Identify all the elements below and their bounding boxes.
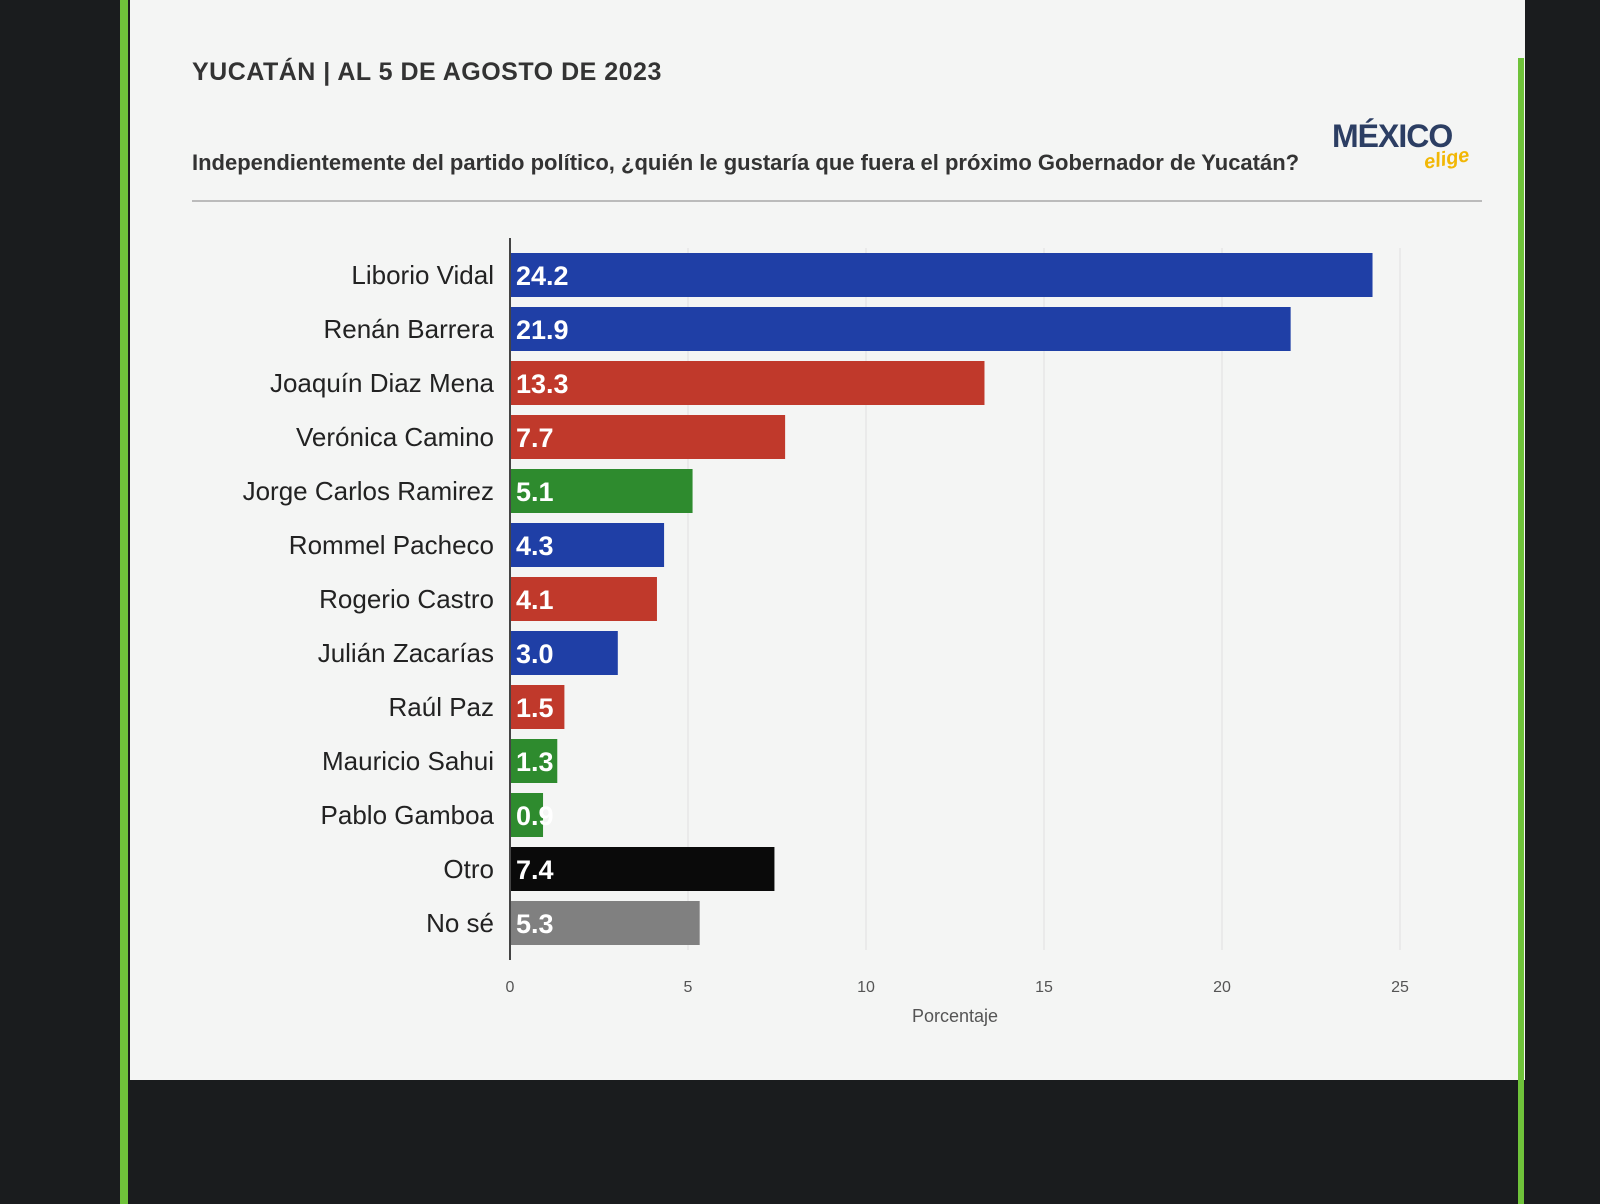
screen — [130, 0, 1525, 1080]
bar-value-label: 13.3 — [516, 369, 569, 399]
bar — [511, 253, 1373, 297]
bar — [511, 577, 657, 621]
category-label: Raúl Paz — [389, 692, 495, 722]
logo-text: MÉXICO — [1332, 118, 1453, 154]
x-tick-label: 5 — [684, 979, 693, 996]
category-label: Joaquín Diaz Mena — [270, 368, 495, 398]
bar-value-label: 5.3 — [516, 909, 554, 939]
category-label: Rogerio Castro — [319, 584, 494, 614]
bar-value-label: 4.3 — [516, 531, 554, 561]
bar — [511, 307, 1291, 351]
screen-edge-right — [1518, 58, 1524, 1204]
bar-value-label: 1.5 — [516, 693, 554, 723]
brand-logo: MÉXICO elige — [1332, 118, 1482, 188]
category-label: Renán Barrera — [323, 314, 494, 344]
category-label: Pablo Gamboa — [321, 800, 495, 830]
category-label: Liborio Vidal — [351, 260, 494, 290]
bar — [511, 361, 985, 405]
category-label: Otro — [443, 854, 494, 884]
bar-value-label: 7.4 — [516, 855, 554, 885]
bar-value-label: 4.1 — [516, 585, 554, 615]
bar — [511, 415, 786, 459]
bar-value-label: 3.0 — [516, 639, 554, 669]
bar-value-label: 7.7 — [516, 423, 554, 453]
bar — [511, 469, 693, 513]
survey-question: Independientemente del partido político,… — [192, 150, 1300, 175]
category-label: Rommel Pacheco — [289, 530, 494, 560]
bar — [511, 847, 775, 891]
title-divider — [192, 200, 1482, 202]
category-label: Jorge Carlos Ramirez — [243, 476, 494, 506]
category-label: No sé — [426, 908, 494, 938]
bar — [511, 685, 565, 729]
x-tick-label: 10 — [857, 979, 875, 996]
x-tick-label: 15 — [1035, 979, 1053, 996]
bar — [511, 523, 665, 567]
bar — [511, 901, 700, 945]
screen-edge-left — [120, 0, 128, 1204]
bar-chart: 0 5 10 15 20 25 Liborio Vidal 24.2 Renán Barrera… — [243, 238, 1409, 1026]
bar-value-label: 0.9 — [516, 801, 554, 831]
date-line: YUCATÁN | AL 5 DE AGOSTO DE 2023 — [192, 58, 662, 86]
bar — [511, 739, 558, 783]
category-label: Verónica Camino — [296, 422, 494, 452]
category-label: Julián Zacarías — [318, 638, 494, 668]
x-tick-label: 20 — [1213, 979, 1231, 996]
bar-value-label: 5.1 — [516, 477, 554, 507]
x-tick-label: 25 — [1391, 979, 1409, 996]
x-tick-label: 0 — [506, 979, 515, 996]
bar-value-label: 1.3 — [516, 747, 554, 777]
x-axis-label: Porcentaje — [912, 1006, 998, 1026]
bar-value-label: 24.2 — [516, 261, 569, 291]
bar — [511, 631, 618, 675]
bar — [511, 793, 544, 837]
category-label: Mauricio Sahui — [322, 746, 494, 776]
bar-value-label: 21.9 — [516, 315, 569, 345]
